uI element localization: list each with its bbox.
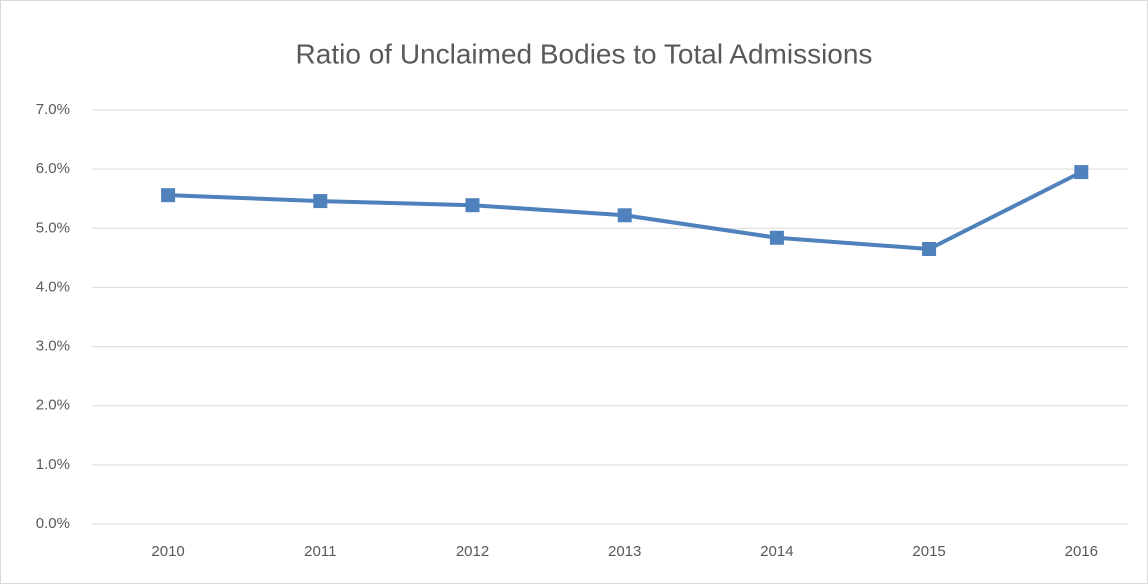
data-marker [161, 188, 176, 203]
y-tick-label: 2.0% [36, 397, 70, 414]
x-tick-label: 2015 [912, 543, 945, 560]
x-tick-label: 2013 [608, 543, 641, 560]
y-tick-label: 0.0% [36, 515, 70, 532]
data-marker [465, 198, 480, 213]
x-tick-label: 2016 [1065, 543, 1098, 560]
y-tick-label: 3.0% [36, 338, 70, 355]
data-marker [769, 230, 784, 245]
x-tick-label: 2014 [760, 543, 793, 560]
data-marker [1074, 165, 1089, 180]
x-tick-label: 2012 [456, 543, 489, 560]
y-tick-label: 4.0% [36, 278, 70, 295]
x-tick-label: 2011 [304, 543, 336, 560]
y-tick-label: 6.0% [36, 160, 70, 177]
data-marker [617, 208, 632, 223]
data-marker [313, 194, 328, 209]
x-tick-label: 2010 [151, 543, 184, 560]
y-tick-label: 7.0% [36, 101, 70, 118]
y-tick-label: 1.0% [36, 456, 70, 473]
data-marker [922, 241, 937, 256]
chart-title: Ratio of Unclaimed Bodies to Total Admis… [296, 38, 873, 69]
y-tick-label: 5.0% [36, 219, 70, 236]
